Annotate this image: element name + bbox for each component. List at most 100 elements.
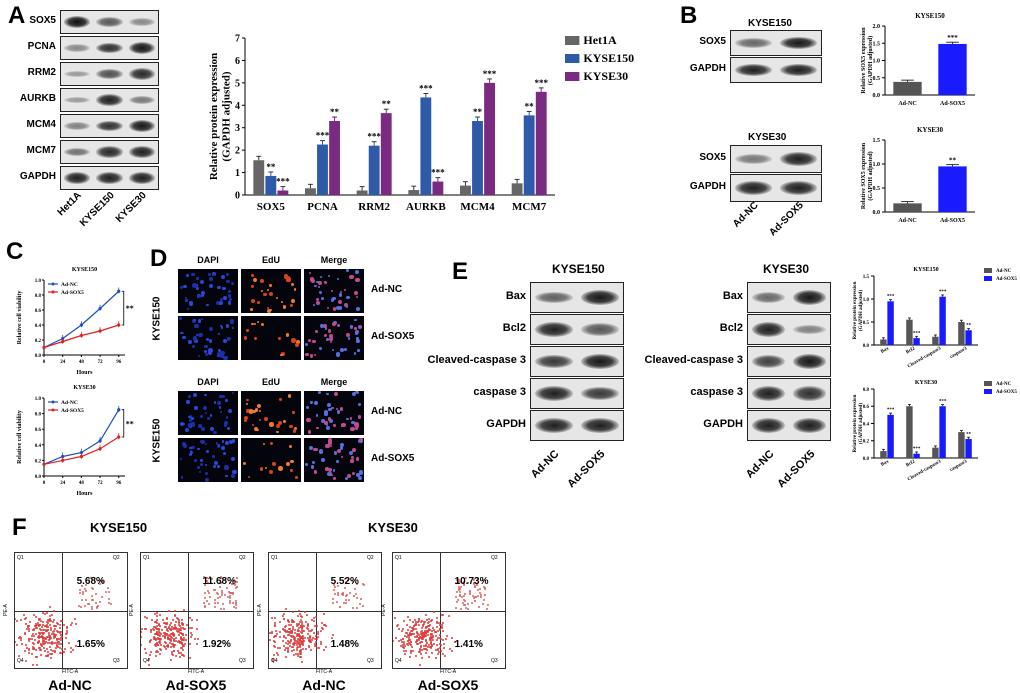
flow-event — [48, 615, 51, 618]
flow-event — [177, 652, 180, 655]
flow-event — [147, 658, 150, 661]
y-tick-label: 0.0 — [863, 457, 870, 462]
flow-event — [163, 637, 166, 640]
flow-event — [413, 619, 416, 622]
cell-nucleus — [186, 308, 189, 311]
image-header: DAPI — [197, 255, 219, 265]
microscopy-tile — [178, 316, 238, 360]
flow-event — [284, 631, 287, 634]
flow-event — [169, 629, 172, 632]
flow-event — [52, 624, 55, 627]
blot-row-label: caspase 3 — [473, 385, 526, 398]
y-axis-label: Relative SOX5 expression(GAPDH adjusted) — [861, 27, 874, 94]
cell-nucleus — [349, 274, 354, 280]
cell-nucleus — [265, 466, 268, 470]
cell-nucleus — [325, 426, 330, 431]
flow-event — [193, 637, 196, 640]
flow-event — [297, 623, 299, 626]
blot-band — [581, 289, 619, 306]
flow-event — [60, 631, 63, 634]
flow-event — [300, 642, 303, 645]
cell-nucleus — [203, 344, 208, 349]
flow-event — [474, 584, 477, 587]
flow-event — [17, 654, 20, 657]
cell-nucleus — [262, 443, 266, 446]
flow-event — [149, 638, 152, 641]
flow-event — [59, 638, 62, 641]
cell-nucleus — [331, 349, 334, 352]
flow-event — [476, 578, 479, 581]
flow-event — [220, 581, 223, 584]
bar — [420, 97, 432, 195]
flow-event — [45, 611, 48, 614]
flow-event — [457, 581, 460, 584]
flow-event — [333, 585, 336, 588]
blot-band — [535, 385, 573, 402]
flow-event — [427, 621, 430, 624]
legend-marker — [51, 408, 55, 412]
flow-event — [155, 628, 158, 631]
flow-event — [41, 641, 44, 644]
flow-event — [293, 654, 296, 657]
flow-event — [442, 613, 445, 616]
bar — [511, 183, 523, 195]
microscopy-tile — [178, 438, 238, 482]
flow-event — [414, 627, 417, 630]
flow-event — [57, 640, 60, 643]
flow-event — [178, 629, 181, 632]
cell-nucleus — [204, 352, 208, 356]
flow-event — [167, 636, 170, 639]
flow-event — [31, 634, 33, 637]
flow-event — [465, 576, 468, 579]
flow-event — [224, 579, 227, 582]
flow-event — [170, 643, 173, 646]
panel-e-chart-kyse30: 0.0 0.2 0.4 0.6 0.8 Relative protein expressi… — [840, 375, 1020, 490]
blot-strip — [747, 346, 831, 377]
flow-event — [403, 641, 406, 644]
flow-condition-label: Ad-NC — [48, 677, 92, 693]
flow-event — [221, 590, 224, 593]
flow-event — [105, 590, 108, 593]
flow-event — [431, 619, 434, 622]
flow-event — [285, 636, 288, 639]
quadrant-q3-percent: 1.48% — [330, 639, 359, 651]
flow-event — [455, 601, 458, 604]
flow-event — [333, 589, 336, 592]
flow-event — [430, 643, 433, 646]
bar — [913, 338, 920, 345]
flow-event — [173, 650, 176, 652]
flow-event — [18, 636, 21, 639]
cell-nucleus — [192, 319, 197, 324]
cell-nucleus — [305, 352, 309, 357]
flow-event — [304, 636, 307, 639]
x-axis-label: FITC-A — [61, 669, 79, 675]
flow-event — [431, 651, 434, 654]
cell-nucleus — [335, 407, 339, 411]
flow-event — [171, 636, 174, 639]
bar — [380, 113, 392, 195]
flow-event — [53, 609, 56, 612]
flow-event — [435, 644, 438, 647]
flow-event — [299, 624, 302, 627]
y-tick-label: 1.5 — [873, 138, 881, 144]
flow-event — [417, 617, 420, 620]
flow-event — [424, 651, 427, 654]
flow-event — [82, 593, 85, 596]
flow-event — [160, 644, 163, 647]
x-tick-label: PCNA — [307, 201, 338, 213]
cell-nucleus — [327, 471, 332, 476]
cell-nucleus — [250, 298, 256, 304]
blot-row-label: Bcl2 — [719, 321, 743, 334]
cell-nucleus — [336, 459, 339, 463]
flow-event — [66, 625, 69, 628]
significance-label: *** — [419, 84, 433, 94]
flow-event — [274, 621, 277, 624]
flow-event — [406, 644, 409, 647]
cell-nucleus — [308, 446, 313, 451]
flow-event — [154, 644, 157, 647]
flow-event — [466, 581, 469, 584]
flow-event — [167, 626, 170, 629]
flow-event — [149, 640, 152, 643]
flow-event — [435, 630, 438, 633]
flow-event — [402, 650, 405, 653]
